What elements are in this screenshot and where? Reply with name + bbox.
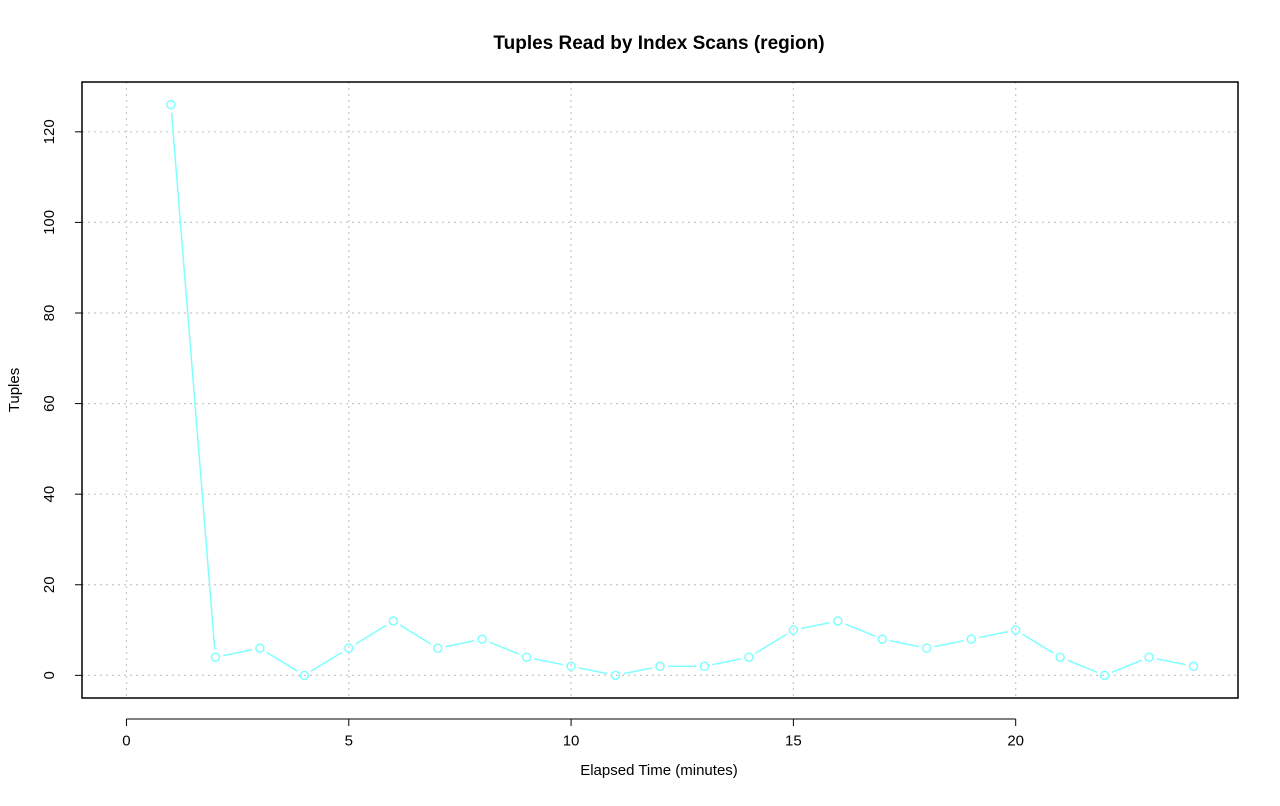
series-line-segment [889,639,920,648]
y-tick-label: 20 [41,576,58,593]
series-line-segment [534,658,564,666]
x-tick-label: 5 [345,732,353,749]
series-line-segment [578,667,608,675]
series-line-segment [978,630,1009,639]
series-line-segment [844,623,876,637]
series-line-segment [712,658,742,666]
series-line-segment [399,624,432,645]
data-point [166,99,176,110]
data-point [477,634,487,644]
series-group [166,99,1199,681]
series-line-segment [170,112,216,650]
data-point [1099,670,1110,681]
y-axis-label: Tuples [6,368,23,412]
series-line-segment [223,649,253,657]
y-tick-label: 120 [41,119,58,144]
series-line-segment [801,621,831,630]
data-point [299,670,310,681]
series-line-segment [1067,659,1098,674]
data-point [610,670,621,681]
data-point [1188,661,1199,672]
series-line-segment [489,641,520,655]
y-tick-label: 80 [41,305,58,322]
data-point [255,643,265,653]
data-point [388,616,398,626]
y-tick-label: 100 [41,210,58,235]
data-point [833,616,843,626]
x-axis-label: Elapsed Time (minutes) [580,762,738,779]
data-point [788,625,799,635]
y-tick-label: 0 [41,671,58,679]
data-point [699,661,710,672]
data-point [344,643,354,653]
series-line-segment [310,651,343,672]
data-point [1144,652,1154,662]
grid-lines [82,82,1238,698]
x-tick-label: 10 [563,732,580,749]
x-axis: 0 5 10 15 20 [122,718,1024,749]
data-point [566,661,576,672]
plot-frame [81,81,1239,699]
data-point [877,634,888,644]
data-point [521,652,532,662]
y-axis: 0 20 40 60 80 100 120 [41,119,83,680]
series-line-segment [266,651,298,672]
series-line-segment [934,639,964,648]
series-line-segment [1111,659,1142,674]
y-tick-label: 60 [41,395,58,412]
x-tick-label: 20 [1007,732,1024,749]
data-point [744,652,754,662]
data-point [1010,625,1021,635]
data-point [1055,652,1065,662]
series-line-segment [355,624,387,645]
x-tick-label: 0 [122,732,130,749]
data-point [966,634,976,644]
x-tick-label: 15 [785,732,802,749]
series-line-segment [1156,658,1186,666]
chart-title: Tuples Read by Index Scans (region) [493,33,824,54]
series-line-segment [623,667,653,675]
series-line-segment [755,633,787,654]
series-line-segment [445,639,475,648]
data-point [210,652,221,662]
data-point [432,643,443,653]
data-point [922,643,932,653]
y-tick-label: 40 [41,486,58,503]
series-line-segment [1022,633,1054,654]
data-point [655,661,665,672]
